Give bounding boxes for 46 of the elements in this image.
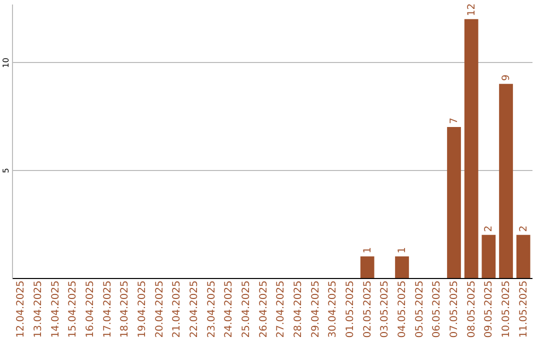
x-tick-label: 08.05.2025 <box>466 280 478 338</box>
data-label: 1 <box>397 247 408 254</box>
x-tick-label: 01.05.2025 <box>345 280 356 338</box>
x-tick-label: 22.04.2025 <box>189 280 200 338</box>
x-tick-label: 28.04.2025 <box>293 280 304 338</box>
data-label: 9 <box>501 74 512 81</box>
x-tick-label: 14.04.2025 <box>50 280 62 338</box>
bar <box>464 19 478 278</box>
x-tick-label: 24.04.2025 <box>224 280 235 338</box>
x-tick-label: 20.04.2025 <box>154 280 166 338</box>
y-tick-label: 10 <box>2 58 10 68</box>
x-tick-label: 13.04.2025 <box>33 280 44 338</box>
x-tick-label: 09.05.2025 <box>484 280 495 338</box>
x-tick-label: 19.04.2025 <box>137 280 148 338</box>
x-tick-label: 06.05.2025 <box>432 280 443 338</box>
x-tick-label: 30.04.2025 <box>328 280 339 338</box>
x-tick-label: 07.05.2025 <box>449 280 460 338</box>
bar <box>482 234 496 278</box>
x-tick-label: 16.04.2025 <box>85 280 96 338</box>
x-tick-label: 25.04.2025 <box>241 280 252 338</box>
x-tick-label: 23.04.2025 <box>206 280 218 338</box>
data-label: 7 <box>449 118 460 124</box>
data-label: 1 <box>362 247 374 254</box>
x-tick-label: 11.05.2025 <box>518 280 530 338</box>
x-tick-label: 02.05.2025 <box>362 280 374 338</box>
x-tick-label: 03.05.2025 <box>380 280 391 338</box>
bar <box>395 256 409 278</box>
x-tick-label: 27.04.2025 <box>276 280 287 338</box>
bar <box>360 256 374 278</box>
x-tick-label: 26.04.2025 <box>258 280 270 338</box>
x-tick-label: 05.05.2025 <box>414 280 426 338</box>
x-tick-label: 10.05.2025 <box>501 280 512 338</box>
bar <box>516 234 530 278</box>
x-tick-label: 15.04.2025 <box>68 280 79 338</box>
bar <box>499 84 513 278</box>
x-tick-label: 18.04.2025 <box>120 280 131 338</box>
x-tick-label: 12.04.2025 <box>16 280 27 338</box>
data-label: 12 <box>466 3 478 16</box>
x-tick-label: 29.04.2025 <box>310 280 322 338</box>
x-tick-label: 21.04.2025 <box>172 280 183 338</box>
data-label: 2 <box>484 225 495 232</box>
bar <box>447 126 461 278</box>
data-label: 2 <box>518 225 530 232</box>
y-tick-label: 5 <box>2 168 10 174</box>
x-tick-label: 04.05.2025 <box>397 280 408 338</box>
x-tick-label: 17.04.2025 <box>102 280 114 338</box>
